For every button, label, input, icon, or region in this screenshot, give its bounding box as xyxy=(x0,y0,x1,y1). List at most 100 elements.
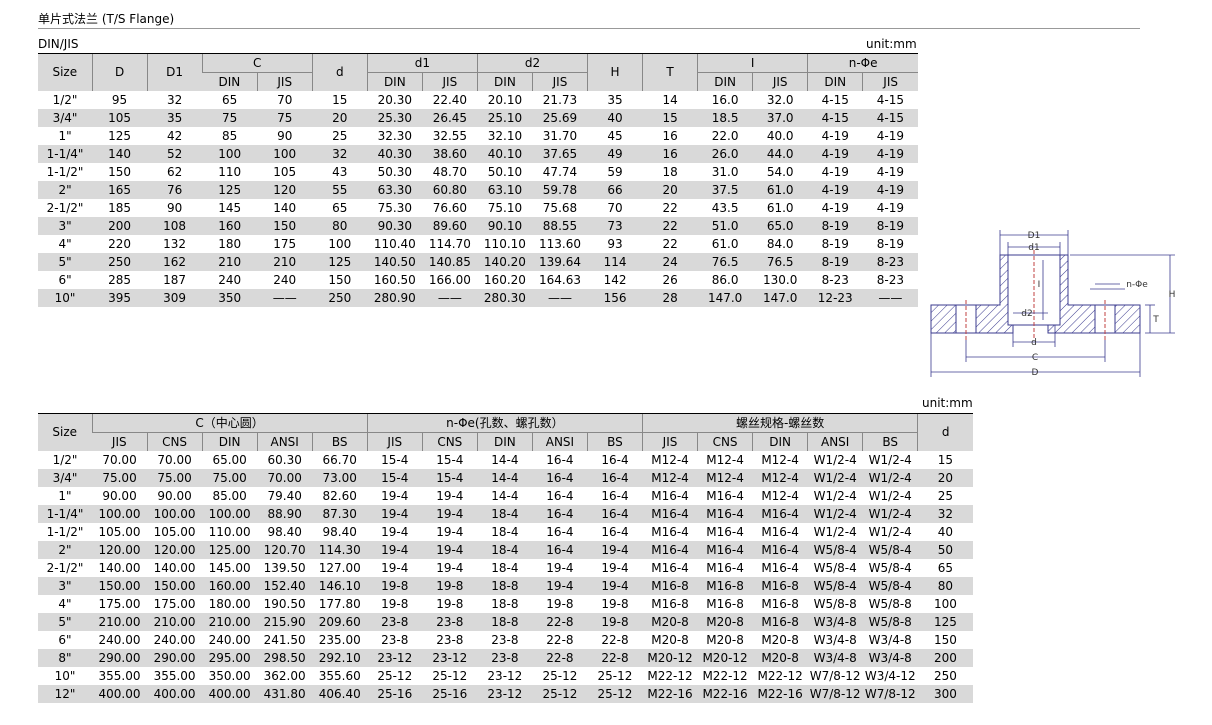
cell: W1/2-4 xyxy=(862,469,918,487)
cell: 32.10 xyxy=(487,128,523,143)
cell: 350 xyxy=(202,289,258,307)
cell: 32 xyxy=(312,145,368,163)
cell: 1/2" xyxy=(52,92,78,107)
cell: 18-8 xyxy=(477,577,533,595)
cell: 76.60 xyxy=(432,200,468,215)
cell: 88.55 xyxy=(532,217,588,235)
cell: 140.00 xyxy=(98,560,141,575)
cell: 90.00 xyxy=(102,488,137,503)
cell: W5/8-8 xyxy=(862,613,918,631)
cell: 84.0 xyxy=(766,236,794,251)
cell: —— xyxy=(257,289,313,307)
cell: 152.40 xyxy=(257,577,313,595)
cell: W5/8-4 xyxy=(862,541,918,559)
cell: 12-23 xyxy=(807,289,863,307)
cell: 146.10 xyxy=(312,577,368,595)
data-row: 5" 210.00 210.00 210.00 215.90 209.60 23-8 23-8… xyxy=(38,613,973,631)
cell: 25-12 xyxy=(542,668,578,683)
cell: 40.10 xyxy=(477,145,533,163)
cell: 209.60 xyxy=(312,613,368,631)
cell: 150 xyxy=(328,272,352,287)
cell: 8-19 xyxy=(876,236,904,251)
cell: 15 xyxy=(332,92,348,107)
cell: 19-8 xyxy=(546,596,574,611)
cell: 73 xyxy=(587,217,643,235)
cell: M16-4 xyxy=(642,505,698,523)
cell: 22 xyxy=(642,217,698,235)
cell: W3/4-8 xyxy=(868,632,912,647)
cell: 19-8 xyxy=(422,577,478,595)
cell: 1-1/4" xyxy=(38,145,93,163)
cell: 19-8 xyxy=(587,613,643,631)
cell: 28 xyxy=(642,289,698,307)
cell: 23-8 xyxy=(381,632,409,647)
data-row: 3/4" 105 35 75 75 20 25.30 26.45 25.10 25.69 40 15 1… xyxy=(38,109,918,127)
sub-header: JIS xyxy=(256,72,313,91)
cell: 19-4 xyxy=(532,577,588,595)
sub-header: JIS xyxy=(92,432,148,451)
cell: 160.50 xyxy=(373,272,416,287)
cell: 180.00 xyxy=(208,596,251,611)
cell: 23-8 xyxy=(436,632,464,647)
cell: M20-8 xyxy=(651,632,689,647)
cell: 8-23 xyxy=(862,253,918,271)
table2-unit: unit:mm xyxy=(922,396,973,410)
cell: M12-4 xyxy=(697,469,753,487)
cell: 54.0 xyxy=(766,164,794,179)
cell: 85.00 xyxy=(212,488,247,503)
cell: 90 xyxy=(166,200,183,215)
cell: 15-4 xyxy=(436,452,464,467)
cell: M12-4 xyxy=(642,469,698,487)
cell: 16-4 xyxy=(587,505,643,523)
table1-unit: unit:mm xyxy=(866,37,917,51)
cell: 100.00 xyxy=(202,505,258,523)
cell: 215.90 xyxy=(257,613,313,631)
cell: 61.0 xyxy=(711,236,739,251)
cell: 3/4" xyxy=(38,109,93,127)
cell: 1-1/2" xyxy=(46,524,84,539)
sub-header: DIN xyxy=(476,432,533,451)
cell: 98.40 xyxy=(267,524,302,539)
cell: W5/8-4 xyxy=(807,577,863,595)
cell: 80 xyxy=(917,577,973,595)
cell: 89.60 xyxy=(422,217,478,235)
cell: M16-4 xyxy=(697,541,753,559)
cell: M16-8 xyxy=(697,577,753,595)
cell: 2" xyxy=(38,541,92,559)
cell: 3" xyxy=(38,577,92,595)
cell: 16-4 xyxy=(587,469,643,487)
cell: 105 xyxy=(92,109,148,127)
cell: 190.50 xyxy=(263,596,306,611)
cell: 210.00 xyxy=(92,613,148,631)
cell: 23-12 xyxy=(477,685,533,703)
cell: 32 xyxy=(166,92,183,107)
cell: 355.00 xyxy=(153,668,196,683)
cell: 70 xyxy=(277,92,293,107)
cell: 395 xyxy=(92,289,148,307)
cell: M16-4 xyxy=(752,541,808,559)
cell: 19-4 xyxy=(381,524,409,539)
cell: 400.00 xyxy=(147,685,203,703)
cell: W1/2-4 xyxy=(813,524,857,539)
table1-caption: DIN/JIS xyxy=(38,37,79,51)
cell: 87.30 xyxy=(312,505,368,523)
cell: 4-19 xyxy=(807,145,863,163)
data-row: 1/2" 95 32 65 70 15 20.30 22.40 20.10 21.73 35 14 16… xyxy=(38,91,918,109)
cell: 125 xyxy=(312,253,368,271)
cell: 140.00 xyxy=(153,560,196,575)
column-header: H xyxy=(587,53,643,91)
cell: 150 xyxy=(257,217,313,235)
cell: 150 xyxy=(933,632,957,647)
cell: 110.10 xyxy=(483,236,526,251)
sub-header: JIS xyxy=(752,72,808,91)
data-row: 3/4" 75.00 75.00 75.00 70.00 73.00 15-4 15-4 14-… xyxy=(38,469,973,487)
cell: 10" xyxy=(38,289,93,307)
cell: M16-8 xyxy=(651,596,689,611)
cell: 59.78 xyxy=(532,181,588,199)
cell: 45 xyxy=(607,128,623,143)
data-row: 1-1/4" 140 52 100 100 32 40.30 38.60 40.10 37.65 4… xyxy=(38,145,918,163)
cell: 90 xyxy=(277,128,293,143)
cell: 280.90 xyxy=(367,289,423,307)
cell: 125.00 xyxy=(202,541,258,559)
cell: 108 xyxy=(147,217,203,235)
